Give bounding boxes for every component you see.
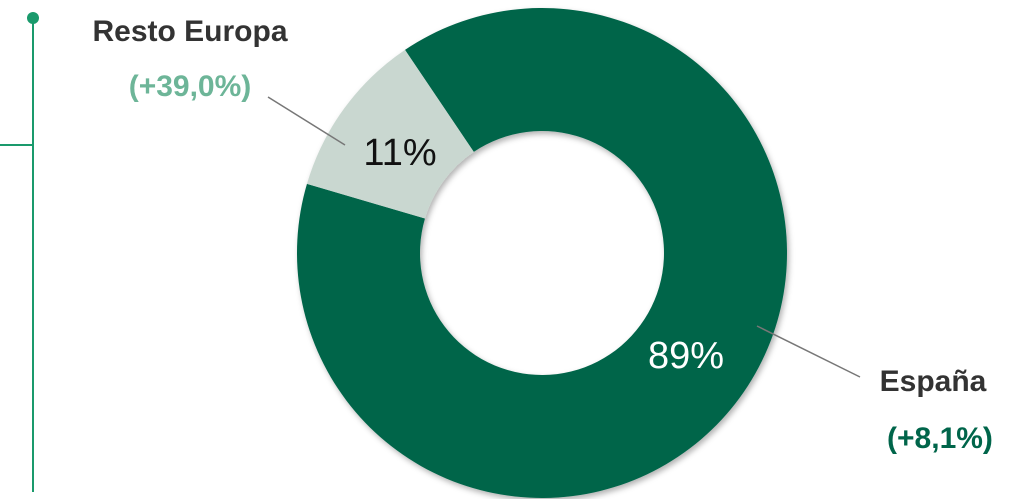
value-label: 11%: [363, 132, 436, 174]
change-label: (+39,0%): [129, 70, 252, 103]
donut-slice: [296, 7, 787, 499]
change-label: (+8,1%): [887, 422, 993, 455]
side-dot: [27, 12, 39, 24]
category-label: España: [880, 365, 987, 398]
value-label: 89%: [648, 335, 724, 377]
leader-line: [267, 96, 346, 146]
donut: [296, 7, 787, 499]
category-label: Resto Europa: [92, 15, 287, 48]
donut-slice: [306, 49, 474, 219]
leader-line: [756, 325, 861, 378]
